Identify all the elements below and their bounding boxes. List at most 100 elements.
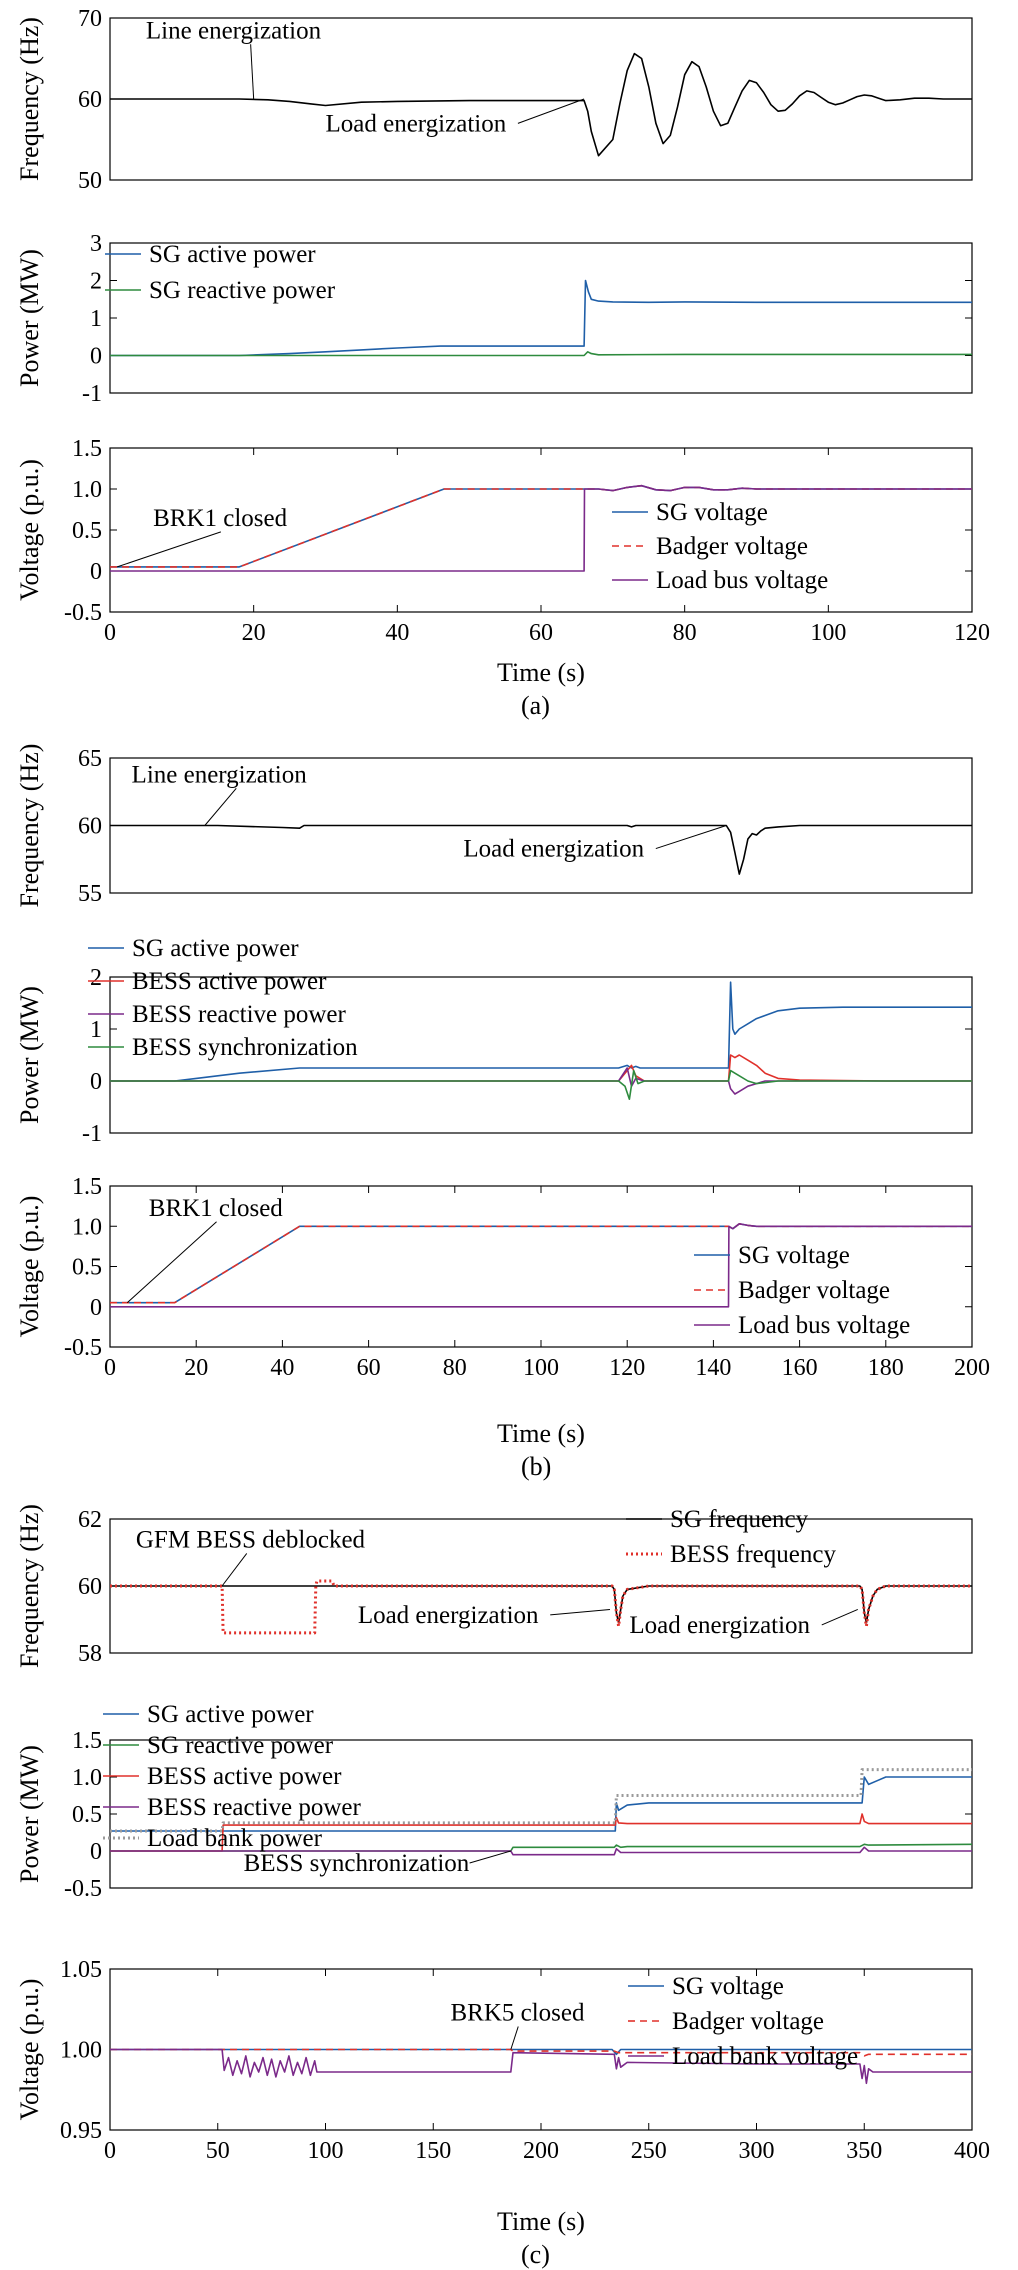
panel-b3: -0.500.51.01.50 20 40 60 80 100 120 140 160 180 20… [15,1174,990,1448]
x-tick-label: 20 [184,1355,208,1381]
annotation-label: BESS synchronization [244,1850,470,1877]
legend-label: Load bus voltage [738,1312,910,1339]
legend-label: SG reactive power [149,277,336,304]
x-tick-label: 200 [954,1355,990,1381]
panel-c1: 58 60 62 Frequency (Hz) SG frequency BESS fre… [15,1504,973,1668]
series-line-bess-synchronization [110,1069,972,1100]
series-line-frequency [110,52,972,157]
panel-b1: 55 60 65 Frequency (Hz) Line energization Loa… [15,744,973,907]
legend-label: SG active power [149,241,316,268]
y-tick-label: 1.0 [72,477,102,503]
y-tick-label: 0 [90,344,102,370]
annotation-leader [517,98,585,124]
x-tick-label: 60 [357,1355,381,1381]
annotation-leader [655,825,727,850]
legend-label: SG active power [147,1701,314,1728]
x-tick-label: 180 [868,1355,904,1381]
y-tick-label: 0.5 [72,518,102,544]
series-line-bess-reactive-power [110,1846,972,1856]
legend-label: BESS synchronization [132,1034,358,1061]
panel-b2: -1 0 1 2 Power (MW) SG active power BESS activ… [15,935,973,1147]
series-line-load-bank-voltage [110,2048,972,2085]
series-line-sg-reactive-power [110,350,972,357]
y-tick-label: 58 [78,1641,102,1667]
annotation-leader [126,1221,217,1304]
y-tick-label: 1.5 [72,1728,102,1754]
legend-label: BESS active power [132,968,327,995]
y-axis-label: Power (MW) [15,249,44,387]
legend-label: SG voltage [738,1242,850,1269]
legend-label: Badger voltage [738,1277,890,1304]
x-tick-label: 60 [529,620,553,646]
series-line-bess-active-power [110,1054,972,1082]
y-tick-label: 1.00 [60,2038,102,2064]
x-axis-label: Time (s) [497,1419,585,1448]
y-tick-label: 2 [90,269,102,295]
y-axis-label: Voltage (p.u.) [15,459,44,601]
panel-c2: -0.5 0 0.5 1.0 1.5 Power (MW) SG active power S… [15,1701,973,1902]
x-tick-label: 40 [385,620,409,646]
x-tick-label: 350 [846,2138,882,2164]
y-tick-label: 1.0 [72,1214,102,1240]
series-line-bess-reactive-power [110,1067,972,1095]
legend-label: BESS reactive power [147,1794,362,1821]
legend-label: Load bank power [147,1825,323,1852]
legend-label: Load bank voltage [672,2043,858,2070]
y-tick-label: 62 [78,1507,102,1533]
x-tick-label: 20 [242,620,266,646]
series-line-sg-active-power [110,279,972,357]
y-axis-label: Power (MW) [15,986,44,1124]
series-line-bess-frequency [110,1579,972,1635]
series-line-sg-active-power [110,981,972,1082]
series-line-sg-reactive-power [110,1843,972,1852]
x-tick-label: 80 [443,1355,467,1381]
y-tick-label: 1 [90,1017,102,1043]
y-tick-label: 0 [90,1839,102,1865]
series-line-load-bus-voltage [110,1223,972,1308]
x-tick-label: 150 [415,2138,451,2164]
y-tick-label: 0 [90,559,102,585]
y-tick-label: 0 [90,1295,102,1321]
series-line-badger-voltage [110,2048,972,2057]
annotation-label: Load energization [463,836,644,863]
legend-label: SG reactive power [147,1732,334,1759]
panel-a2: -1 0 1 2 3 Power (MW) SG active power SG reacti… [15,231,973,407]
annotation-leader [204,787,237,826]
legend-label: SG voltage [656,499,768,526]
series-line-load-bank-power [110,1768,972,1833]
y-tick-label: 65 [78,746,102,772]
x-tick-label: 160 [782,1355,818,1381]
annotation-label: Line energization [132,761,308,788]
x-tick-label: 100 [810,620,846,646]
annotation-label: BRK5 closed [450,2000,585,2027]
legend-label: Badger voltage [672,2008,824,2035]
y-tick-label: 1.5 [72,1174,102,1200]
legend-label: SG frequency [670,1506,809,1533]
y-tick-label: 0.5 [72,1802,102,1828]
x-axis-label: Time (s) [497,658,585,687]
annotation-leader [221,1553,248,1587]
annotation-label: Load energization [629,1612,810,1639]
series-line-sg-frequency [110,1585,972,1624]
y-tick-label: 60 [78,814,102,840]
legend-label: BESS reactive power [132,1001,347,1028]
annotation-label: BRK1 closed [153,505,288,532]
legend-label: SG voltage [672,1973,784,2000]
y-axis-label: Power (MW) [15,1745,44,1883]
panel-a1: 50 60 70 Frequency (Hz) Line energization Loa… [15,6,973,194]
x-tick-label: 0 [104,620,116,646]
annotation-leader [250,44,255,100]
x-tick-label: 80 [673,620,697,646]
y-tick-label: -0.5 [64,600,102,626]
annotation-leader [469,1850,511,1864]
annotation-leader [117,531,222,568]
y-tick-label: -0.5 [64,1876,102,1902]
legend-label: SG active power [132,935,299,962]
y-tick-label: 1.0 [72,1765,102,1791]
y-tick-label: 60 [78,1574,102,1600]
x-axis-label: Time (s) [497,2207,585,2236]
x-tick-label: 100 [308,2138,344,2164]
x-tick-label: 0 [104,1355,116,1381]
